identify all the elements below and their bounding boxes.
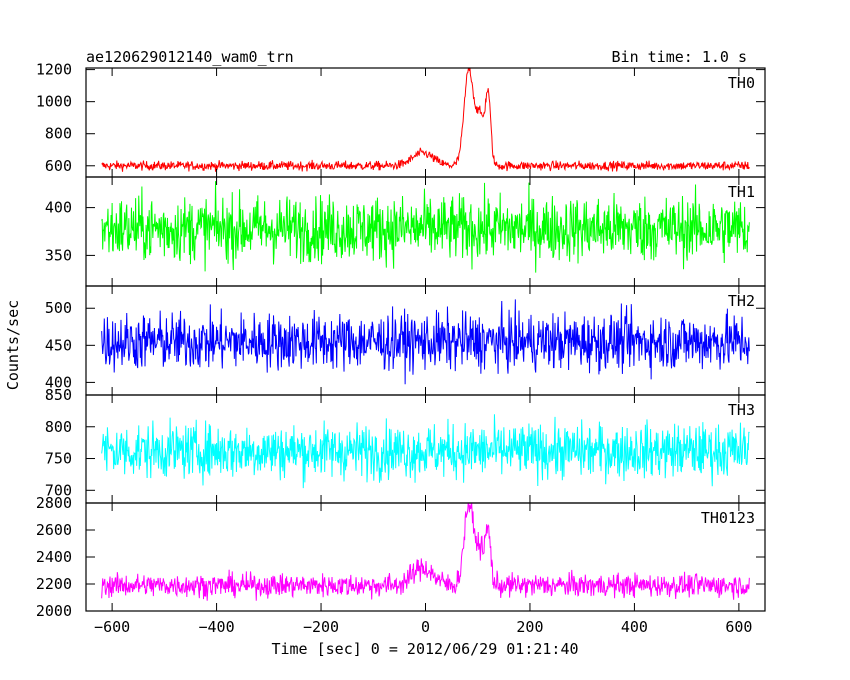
series-line-th2 [101,299,750,385]
series-line-th3 [101,414,750,489]
x-tick-label: 400 [621,618,648,636]
panel-label: TH3 [728,401,755,419]
y-tick-label: 2200 [36,575,72,593]
x-tick-label: −400 [199,618,235,636]
y-tick-label: 600 [45,157,72,175]
y-tick-label: 400 [45,199,72,217]
panel-th3: 700 750 800 850 TH3 [45,386,766,504]
x-tick-label: 0 [421,618,430,636]
series-line-th0123 [101,503,750,601]
y-tick-label: 750 [45,450,72,468]
y-tick-label: 400 [45,373,72,391]
x-axis: −600 −400 −200 0 200 400 600 [94,618,752,636]
panel-th1: 350 400 TH1 [45,176,766,287]
series-line-th1 [101,181,750,273]
panel-frame [85,67,766,178]
y-tick-label: 800 [45,125,72,143]
y-tick-label: 500 [45,299,72,317]
y-tick-label: 2600 [36,521,72,539]
y-tick-label: 2000 [36,602,72,620]
x-tick-label: −600 [94,618,130,636]
x-tick-label: 600 [725,618,752,636]
panel-th2: 400 450 500 TH2 [45,285,766,396]
x-tick-label: −200 [303,618,339,636]
y-tick-label: 800 [45,418,72,436]
y-axis-title: Counts/sec [4,300,22,390]
panel-th0123: 2000 2200 2400 2600 2800 TH0123 [36,494,766,620]
y-tick-label: 700 [45,481,72,499]
panel-th0: 600 800 1000 1200 TH0 [36,61,766,178]
panel-label: TH1 [728,183,755,201]
panel-label: TH0123 [701,509,755,527]
bin-time-label: Bin time: 1.0 s [612,48,747,66]
x-tick-label: 200 [516,618,543,636]
series-line-th0 [101,68,750,172]
y-tick-label: 1000 [36,93,72,111]
y-tick-label: 850 [45,386,72,404]
y-tick-label: 450 [45,336,72,354]
panel-label: TH2 [728,292,755,310]
y-tick-label: 350 [45,246,72,264]
panels-layer: 600 800 1000 1200 TH0 350 400 TH1 400 450 500 TH2 70… [36,61,766,620]
panel-label: TH0 [728,74,755,92]
y-tick-label: 2400 [36,548,72,566]
x-axis-title: Time [sec] 0 = 2012/06/29 01:21:40 [271,640,578,658]
figure-title: ae120629012140_wam0_trn [86,48,294,66]
panel-frame [85,502,766,612]
y-tick-label: 2800 [36,494,72,512]
y-tick-label: 1200 [36,61,72,79]
